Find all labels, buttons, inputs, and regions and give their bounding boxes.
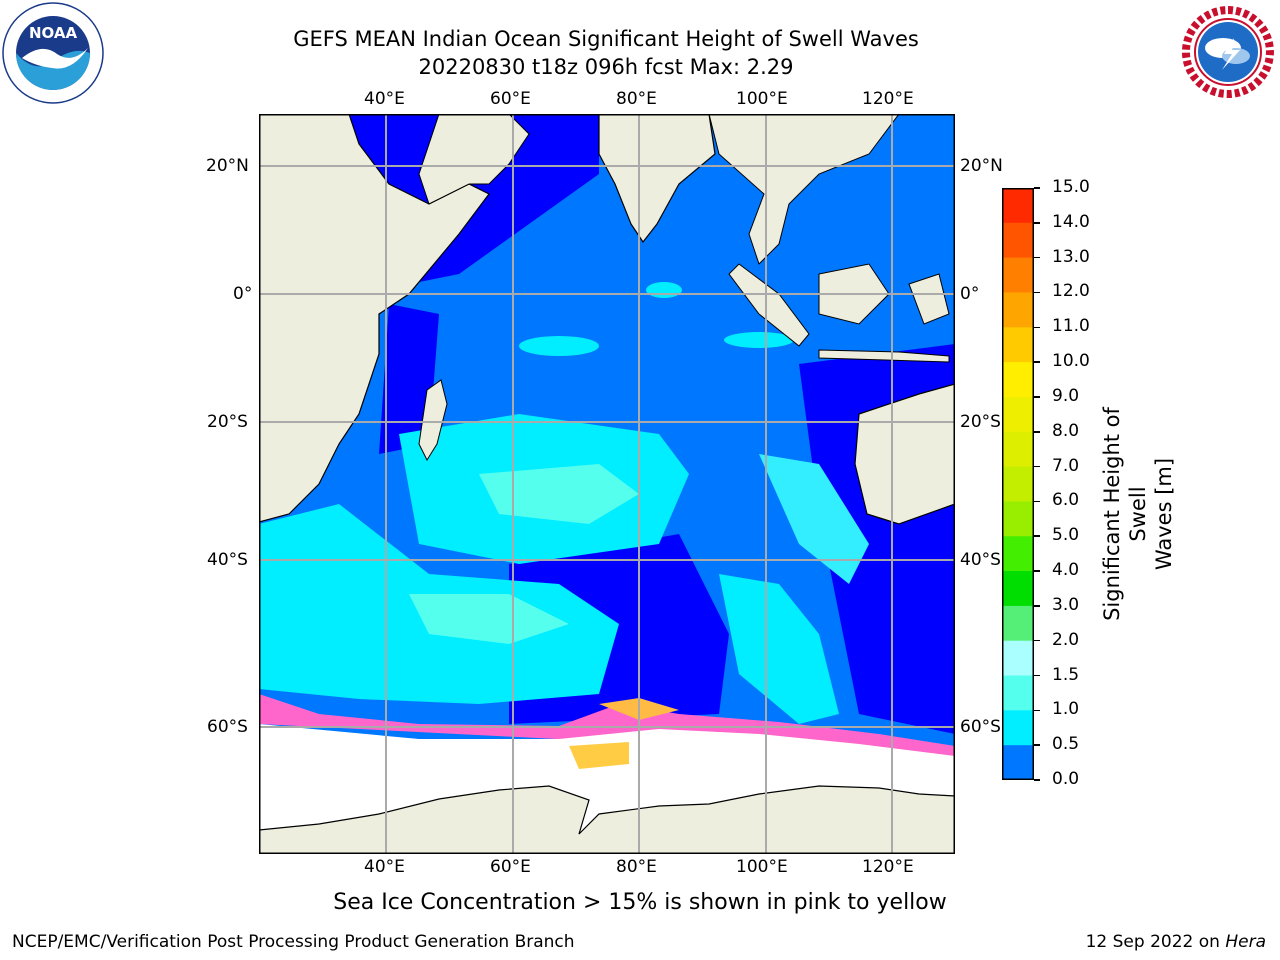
colorbar-tick-mark bbox=[1034, 361, 1040, 363]
colorbar-tick-label: 12.0 bbox=[1052, 281, 1090, 302]
colorbar-tick-mark bbox=[1034, 326, 1040, 329]
colorbar-segment bbox=[1002, 710, 1034, 746]
lon-label-bottom: 120°E bbox=[862, 857, 914, 877]
colorbar-tick-label: 8.0 bbox=[1052, 420, 1080, 441]
colorbar-segment bbox=[1002, 675, 1034, 711]
lon-label-top: 100°E bbox=[736, 89, 788, 109]
colorbar-tick-mark bbox=[1034, 256, 1040, 259]
lon-label-top: 40°E bbox=[364, 89, 405, 109]
colorbar-tick-label: 13.0 bbox=[1052, 246, 1090, 267]
colorbar-tick-mark bbox=[1034, 674, 1040, 677]
colorbar-tick-mark bbox=[1034, 396, 1040, 398]
colorbar-tick-mark bbox=[1034, 431, 1040, 433]
colorbar-segment bbox=[1002, 501, 1034, 537]
footer-host: Hera bbox=[1225, 932, 1266, 952]
colorbar-tick-label: 1.0 bbox=[1052, 699, 1080, 720]
colorbar-tick-mark bbox=[1034, 709, 1040, 712]
colorbar-tick-label: 11.0 bbox=[1052, 316, 1090, 337]
lat-label-right: 40°S bbox=[960, 550, 1001, 570]
colorbar-segment bbox=[1002, 396, 1034, 433]
lon-label-top: 80°E bbox=[616, 89, 657, 109]
colorbar-title-line1: Significant Height of Swell bbox=[1100, 407, 1150, 621]
lat-label-left: 20°S bbox=[207, 412, 248, 432]
lon-label-bottom: 60°E bbox=[490, 857, 531, 877]
footer-credit: NCEP/EMC/Verification Post Processing Pr… bbox=[12, 932, 575, 952]
colorbar-tick-mark bbox=[1034, 535, 1040, 537]
colorbar-segment bbox=[1002, 640, 1034, 677]
footer-date-text: 12 Sep 2022 on bbox=[1085, 932, 1226, 952]
colorbar-tick-label: 9.0 bbox=[1052, 385, 1080, 406]
colorbar-segment bbox=[1002, 362, 1034, 398]
colorbar-tick-label: 3.0 bbox=[1052, 594, 1080, 615]
lon-label-top: 60°E bbox=[490, 89, 531, 109]
lon-label-top: 120°E bbox=[862, 89, 914, 109]
colorbar-tick-mark bbox=[1034, 744, 1040, 746]
colorbar-tick-label: 0.5 bbox=[1052, 734, 1080, 755]
colorbar-title: Significant Height of Swell Waves [m] bbox=[1099, 404, 1177, 624]
colorbar-segment bbox=[1002, 536, 1034, 572]
noaa-logo: NOAA bbox=[2, 2, 104, 104]
lat-label-right: 20°S bbox=[960, 412, 1001, 432]
colorbar-tick-mark bbox=[1034, 187, 1040, 189]
lat-label-right: 60°S bbox=[960, 717, 1001, 737]
colorbar bbox=[1002, 188, 1034, 781]
colorbar-tick-label: 2.0 bbox=[1052, 629, 1080, 650]
colorbar-tick-mark bbox=[1034, 779, 1040, 781]
colorbar-tick-mark bbox=[1034, 291, 1040, 294]
colorbar-segment bbox=[1002, 571, 1034, 607]
colorbar-tick-label: 10.0 bbox=[1052, 351, 1090, 372]
colorbar-tick-label: 1.5 bbox=[1052, 664, 1080, 685]
colorbar-segment bbox=[1002, 292, 1034, 328]
nws-logo bbox=[1178, 2, 1278, 102]
footer-date: 12 Sep 2022 on Hera bbox=[1086, 932, 1266, 952]
colorbar-tick-label: 14.0 bbox=[1052, 211, 1090, 232]
lat-label-left: 20°N bbox=[206, 156, 249, 176]
lat-label-left: 40°S bbox=[207, 550, 248, 570]
colorbar-tick-mark bbox=[1034, 605, 1040, 607]
colorbar-tick-label: 5.0 bbox=[1052, 525, 1080, 546]
colorbar-tick-mark bbox=[1034, 639, 1040, 642]
colorbar-tick-label: 4.0 bbox=[1052, 560, 1080, 581]
map-panel bbox=[258, 113, 956, 855]
colorbar-title-line2: Waves [m] bbox=[1152, 457, 1176, 571]
lat-label-right: 0° bbox=[960, 284, 980, 304]
colorbar-frame bbox=[1002, 188, 1034, 780]
colorbar-tick-mark bbox=[1034, 570, 1040, 572]
lat-label-left: 60°S bbox=[207, 717, 248, 737]
lon-label-bottom: 80°E bbox=[616, 857, 657, 877]
colorbar-segment bbox=[1002, 222, 1034, 259]
colorbar-tick-label: 7.0 bbox=[1052, 455, 1080, 476]
lat-label-left: 0° bbox=[233, 284, 253, 304]
colorbar-tick-mark bbox=[1034, 500, 1040, 503]
noaa-logo-text: NOAA bbox=[29, 24, 78, 42]
colorbar-segment bbox=[1002, 605, 1034, 642]
lat-label-right: 20°N bbox=[960, 156, 1003, 176]
map-title-line1: GEFS MEAN Indian Ocean Significant Heigh… bbox=[293, 27, 919, 51]
sea-ice-note: Sea Ice Concentration > 15% is shown in … bbox=[333, 890, 947, 915]
colorbar-segment bbox=[1002, 188, 1034, 224]
colorbar-tick-label: 0.0 bbox=[1052, 769, 1080, 789]
colorbar-segment bbox=[1002, 431, 1034, 468]
colorbar-tick-mark bbox=[1034, 222, 1040, 224]
colorbar-tick-mark bbox=[1034, 465, 1040, 468]
colorbar-segment bbox=[1002, 257, 1034, 293]
colorbar-segment bbox=[1002, 745, 1034, 781]
colorbar-tick-label: 6.0 bbox=[1052, 490, 1080, 511]
map-title-line2: 20220830 t18z 096h fcst Max: 2.29 bbox=[418, 55, 794, 79]
lon-label-bottom: 100°E bbox=[736, 857, 788, 877]
colorbar-segment bbox=[1002, 466, 1034, 502]
lon-label-bottom: 40°E bbox=[364, 857, 405, 877]
colorbar-segment bbox=[1002, 327, 1034, 363]
colorbar-tick-label: 15.0 bbox=[1052, 177, 1090, 197]
